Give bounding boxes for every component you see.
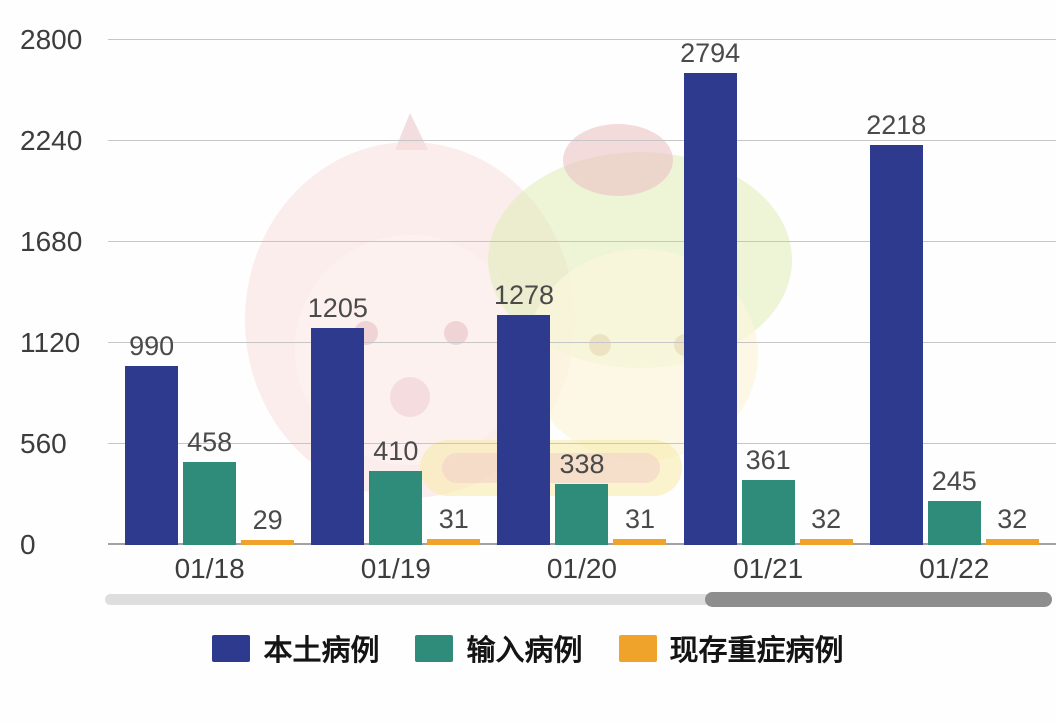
value-label-local-01-22: 2218 bbox=[866, 109, 927, 140]
bar-imported-01-22 bbox=[927, 500, 981, 545]
y-tick-label-2240: 2240 bbox=[20, 125, 83, 156]
value-label-severe-01-19: 31 bbox=[438, 504, 469, 535]
bar-local-01-21 bbox=[683, 73, 737, 545]
bar-column-imported-01-21: 361 bbox=[741, 40, 795, 545]
value-label-local-01-19: 1205 bbox=[307, 292, 368, 323]
y-tick-label-1680: 1680 bbox=[20, 226, 83, 257]
bar-group-01-19: 1205 410 31 bbox=[308, 40, 481, 545]
gridline-1120 bbox=[108, 342, 1056, 343]
bar-local-01-18 bbox=[125, 366, 179, 545]
legend-item-local: 本土病例 bbox=[212, 627, 379, 669]
horizontal-scrollbar-track[interactable] bbox=[105, 592, 1052, 607]
legend-item-imported: 输入病例 bbox=[415, 627, 583, 669]
bar-column-severe-01-20: 31 bbox=[613, 40, 667, 545]
plot-area: 990 458 29 1205 410 31 1278 338 31 2794 361 32 2218 2… bbox=[108, 39, 1056, 545]
bar-column-imported-01-22: 245 bbox=[927, 40, 981, 545]
value-label-imported-01-20: 338 bbox=[559, 449, 605, 480]
bar-column-imported-01-18: 458 bbox=[183, 40, 237, 545]
bar-severe-01-20 bbox=[613, 539, 667, 545]
value-label-imported-01-18: 458 bbox=[187, 427, 233, 458]
value-label-local-01-20: 1278 bbox=[493, 279, 555, 310]
bar-local-01-19 bbox=[311, 327, 365, 545]
bar-severe-01-22 bbox=[985, 539, 1039, 545]
bar-group-01-22: 2218 245 32 bbox=[866, 40, 1039, 545]
legend-swatch-local bbox=[212, 634, 251, 662]
bar-column-severe-01-19: 31 bbox=[427, 40, 481, 545]
bar-imported-01-21 bbox=[741, 479, 795, 545]
legend-label-imported: 输入病例 bbox=[466, 635, 583, 667]
y-tick-label-0: 0 bbox=[20, 529, 36, 560]
value-label-severe-01-22: 32 bbox=[997, 504, 1028, 535]
legend-label-severe: 现存重症病例 bbox=[669, 635, 844, 667]
gridline-2240 bbox=[108, 140, 1056, 141]
value-label-severe-01-20: 31 bbox=[624, 504, 655, 535]
value-label-imported-01-22: 245 bbox=[931, 465, 977, 496]
bar-groups: 990 458 29 1205 410 31 1278 338 31 2794 361 32 2218 2… bbox=[108, 40, 1056, 545]
bar-severe-01-19 bbox=[427, 539, 481, 545]
x-axis: 01/18 01/19 01/20 01/21 01/22 bbox=[108, 553, 1056, 585]
bar-column-imported-01-19: 410 bbox=[369, 40, 423, 545]
legend-label-local: 本土病例 bbox=[263, 635, 380, 667]
x-tick-label-01-21: 01/21 bbox=[733, 553, 804, 584]
value-label-imported-01-19: 410 bbox=[373, 436, 419, 467]
value-label-local-01-18: 990 bbox=[129, 331, 175, 362]
bar-group-01-18: 990 458 29 bbox=[125, 40, 295, 545]
bar-column-local-01-19: 1205 bbox=[308, 40, 368, 545]
bar-local-01-20 bbox=[497, 314, 551, 545]
bar-group-01-20: 1278 338 31 bbox=[494, 40, 667, 545]
bar-column-local-01-21: 2794 bbox=[680, 40, 740, 545]
horizontal-scrollbar-thumb[interactable] bbox=[705, 592, 1052, 607]
y-tick-label-2800: 2800 bbox=[20, 24, 83, 55]
bar-column-imported-01-20: 338 bbox=[555, 40, 609, 545]
gridline-1680 bbox=[108, 241, 1056, 242]
value-label-severe-01-18: 29 bbox=[252, 504, 283, 535]
x-tick-label-01-18: 01/18 bbox=[174, 553, 245, 584]
y-axis: 0 560 1120 1680 2240 2800 bbox=[0, 26, 108, 559]
y-tick-label-560: 560 bbox=[20, 428, 67, 459]
bar-imported-01-18 bbox=[183, 462, 237, 545]
x-tick-label-01-22: 01/22 bbox=[919, 553, 990, 584]
value-label-severe-01-21: 32 bbox=[811, 504, 842, 535]
bar-column-local-01-22: 2218 bbox=[866, 40, 926, 545]
bar-column-local-01-20: 1278 bbox=[494, 40, 554, 545]
legend-swatch-imported bbox=[415, 634, 454, 662]
bar-column-severe-01-21: 32 bbox=[799, 40, 853, 545]
bar-severe-01-18 bbox=[241, 539, 295, 545]
bar-local-01-22 bbox=[869, 144, 923, 545]
legend-swatch-severe bbox=[618, 634, 657, 662]
legend: 本土病例 输入病例 现存重症病例 bbox=[0, 627, 1056, 669]
gridline-560 bbox=[108, 443, 1056, 444]
x-tick-label-01-19: 01/19 bbox=[360, 553, 431, 584]
bar-column-severe-01-22: 32 bbox=[985, 40, 1039, 545]
value-label-local-01-21: 2794 bbox=[680, 38, 741, 68]
value-label-imported-01-21: 361 bbox=[745, 444, 791, 475]
bar-column-local-01-18: 990 bbox=[125, 40, 179, 545]
gridline-2800 bbox=[108, 39, 1056, 40]
legend-item-severe: 现存重症病例 bbox=[618, 627, 844, 669]
bar-imported-01-19 bbox=[369, 471, 423, 545]
bar-column-severe-01-18: 29 bbox=[241, 40, 295, 545]
y-tick-label-1120: 1120 bbox=[20, 327, 81, 358]
x-tick-label-01-20: 01/20 bbox=[546, 553, 617, 584]
bar-imported-01-20 bbox=[555, 484, 609, 545]
bar-severe-01-21 bbox=[799, 539, 853, 545]
bar-group-01-21: 2794 361 32 bbox=[680, 40, 853, 545]
